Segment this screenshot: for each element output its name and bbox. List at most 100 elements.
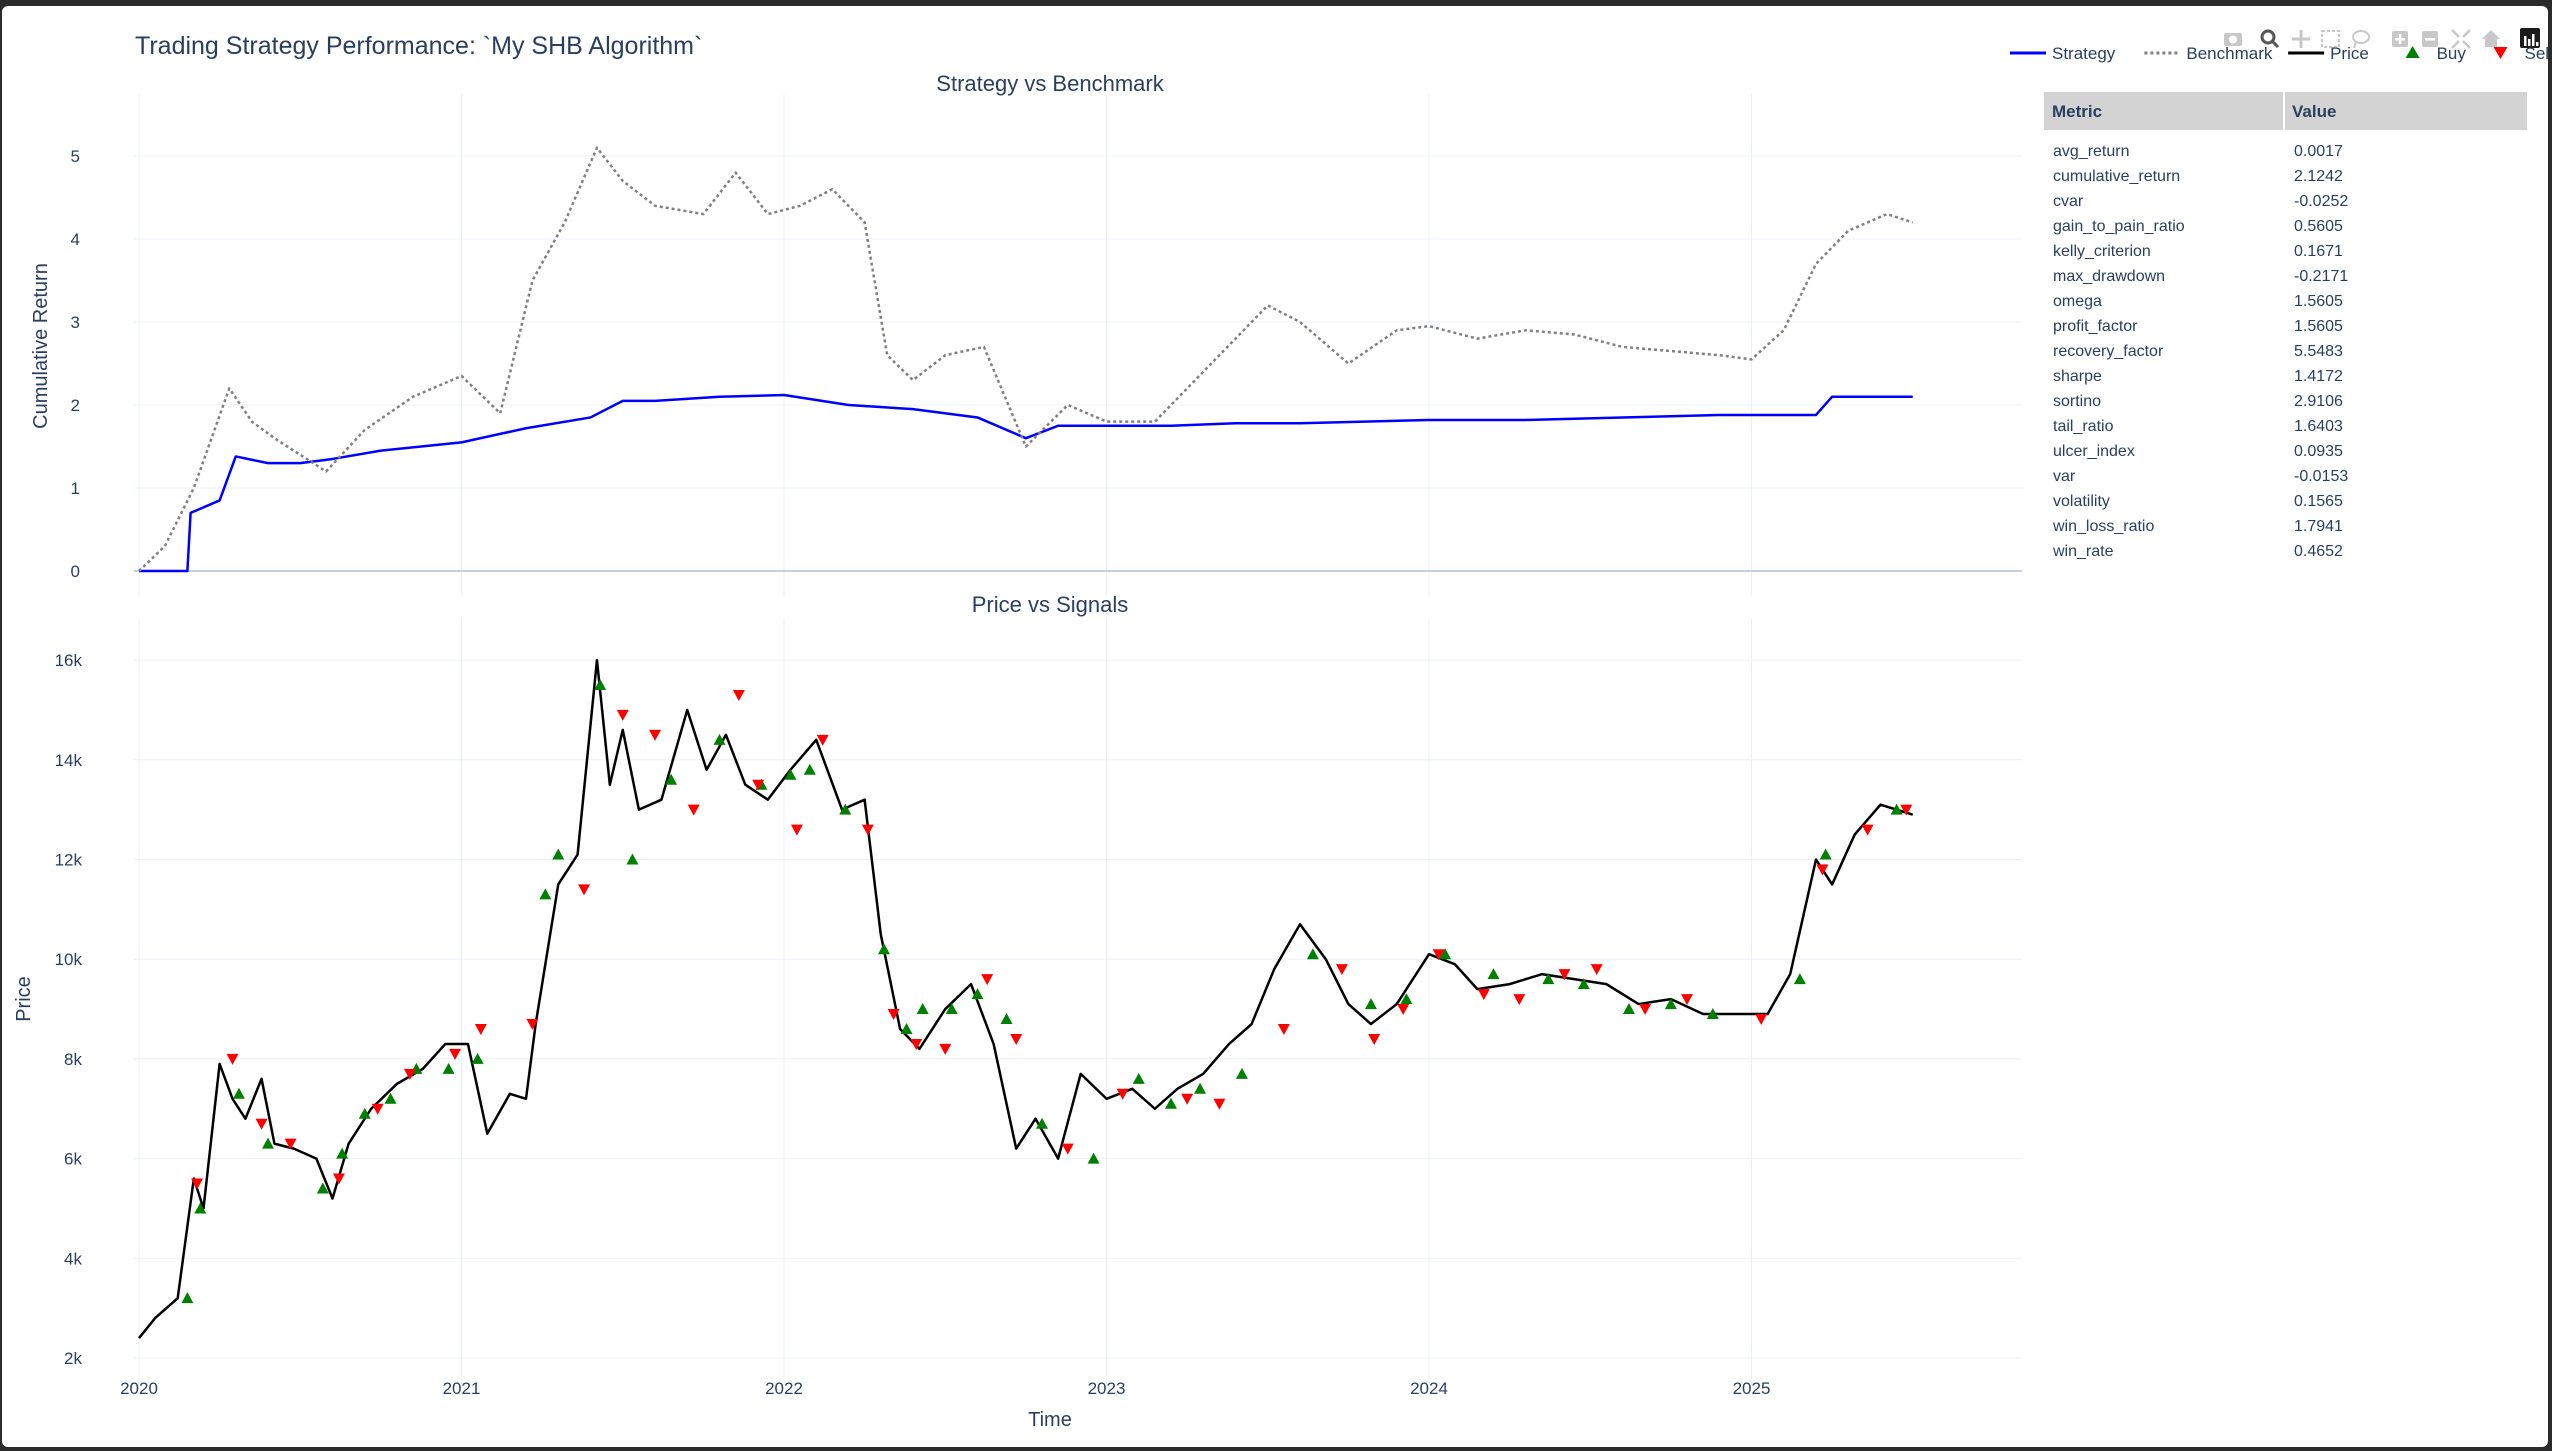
legend-label: Sell [2525, 44, 2549, 63]
metric-name: recovery_factor [2053, 343, 2164, 360]
metric-value: 1.5605 [2294, 318, 2343, 335]
table-row: tail_ratio 1.6403 [2053, 418, 2343, 435]
box-select-icon[interactable] [2321, 30, 2340, 48]
y-tick-label: 16k [55, 651, 83, 670]
subplot-title-price: Price vs Signals [972, 592, 1129, 617]
legend: Strategy Benchmark Price Buy Sell [2010, 44, 2548, 63]
y-tick-label: 0 [71, 562, 80, 581]
metric-value: 0.1565 [2294, 493, 2343, 510]
metric-value: 1.7941 [2294, 518, 2343, 535]
sell-signal-marker [526, 1019, 539, 1031]
sell-signal-marker [284, 1138, 297, 1150]
table-row: kelly_criterion 0.1671 [2053, 243, 2343, 260]
y-axis-title: Cumulative Return [30, 263, 52, 429]
sell-signal-marker [1116, 1088, 1129, 1100]
buy-signal-marker [384, 1092, 397, 1104]
table-row: avg_return 0.0017 [2053, 143, 2343, 160]
table-row: profit_factor 1.5605 [2053, 318, 2343, 335]
buy-signal-marker [1087, 1152, 1100, 1164]
buy-signal-marker [358, 1107, 371, 1119]
metric-name: ulcer_index [2053, 443, 2135, 460]
buy-signal-marker [1000, 1013, 1013, 1025]
metric-value: 0.4652 [2294, 543, 2343, 560]
sell-signal-marker [371, 1103, 384, 1115]
sell-signal-marker [332, 1173, 345, 1185]
buy-signal-marker [1622, 1003, 1635, 1015]
x-tick-label: 2025 [1733, 1379, 1771, 1398]
buy-signal-marker [552, 848, 565, 860]
sell-signal-marker [1477, 989, 1490, 1001]
legend-item-strategy[interactable]: Strategy [2010, 44, 2116, 63]
buy-signal-marker [1577, 978, 1590, 990]
metrics-table: Metric Value avg_return 0.0017 cumulative_re… [2044, 92, 2527, 560]
metric-name: cumulative_return [2053, 168, 2180, 185]
y-tick-label: 10k [55, 950, 83, 969]
x-tick-label: 2024 [1410, 1379, 1448, 1398]
reset-axes-icon[interactable] [2482, 30, 2500, 47]
zoom-icon[interactable] [2260, 29, 2280, 49]
x-tick-label: 2020 [120, 1379, 158, 1398]
metric-value: 2.1242 [2294, 168, 2343, 185]
sell-signal-marker [403, 1068, 416, 1080]
sell-signal-marker [1816, 864, 1829, 876]
sell-signal-marker [887, 1009, 900, 1021]
price-vs-signals-chart: 2020 2021 2022 2023 2024 2025 2k 4k 6k 8k 10k 12k 14… [13, 592, 2022, 1431]
sell-signal-marker [1590, 964, 1603, 976]
metric-name: var [2053, 468, 2076, 485]
y-tick-label: 5 [71, 147, 80, 166]
pan-icon[interactable] [2292, 30, 2310, 48]
table-row: recovery_factor 5.5483 [2053, 343, 2343, 360]
table-row: win_loss_ratio 1.7941 [2052, 518, 2343, 535]
buy-signal-marker [1706, 1008, 1719, 1020]
sell-signal-marker [816, 734, 829, 746]
metric-value: 0.0935 [2294, 443, 2343, 460]
metric-name: volatility [2053, 493, 2110, 510]
metric-name: gain_to_pain_ratio [2053, 218, 2185, 235]
metric-name: max_drawdown [2053, 268, 2165, 285]
zoom-in-icon[interactable] [2392, 31, 2408, 47]
sell-signal-marker [1181, 1093, 1194, 1105]
buy-signal-marker [1306, 948, 1319, 960]
metric-name: profit_factor [2053, 318, 2138, 335]
buy-signal-marker [262, 1137, 274, 1149]
metric-value: -0.0252 [2294, 193, 2348, 210]
zoom-out-icon[interactable] [2422, 31, 2438, 47]
sell-signal-marker [687, 804, 700, 816]
sell-signal-marker [1213, 1098, 1226, 1110]
legend-item-benchmark[interactable]: Benchmark [2144, 44, 2273, 63]
buy-signal-marker [181, 1292, 194, 1304]
sell-signal-marker [616, 709, 629, 721]
metric-name: sharpe [2053, 368, 2102, 385]
autoscale-icon[interactable] [2451, 29, 2471, 49]
sell-signal-marker [752, 779, 765, 791]
lasso-select-icon[interactable] [2352, 30, 2370, 49]
legend-label: Buy [2437, 44, 2467, 63]
plotly-logo-icon[interactable] [2520, 28, 2540, 48]
buy-signal-marker [784, 768, 797, 780]
buy-signal-marker [594, 679, 607, 691]
legend-item-price[interactable]: Price [2288, 44, 2369, 63]
y-tick-label: 2 [71, 396, 80, 415]
metric-value: 5.5483 [2294, 343, 2343, 360]
metric-name: win_rate [2052, 543, 2114, 560]
buy-signal-marker [916, 1003, 929, 1015]
legend-item-sell[interactable]: Sell [2493, 44, 2549, 63]
x-tick-label: 2021 [443, 1379, 481, 1398]
metric-value: 1.6403 [2294, 418, 2343, 435]
metric-value: 1.5605 [2294, 293, 2343, 310]
y-tick-label: 4k [64, 1249, 82, 1268]
table-row: max_drawdown -0.2171 [2053, 268, 2348, 285]
buy-signal-marker [1036, 1117, 1048, 1129]
sell-signal-marker [449, 1048, 462, 1060]
table-row: cvar -0.0252 [2053, 193, 2348, 210]
sell-signal-marker [1277, 1023, 1290, 1035]
y-tick-label: 12k [55, 851, 83, 870]
y-tick-label: 6k [64, 1150, 82, 1169]
sell-signal-marker [255, 1118, 268, 1130]
legend-item-buy[interactable]: Buy [2405, 44, 2467, 63]
buy-signal-marker [336, 1147, 349, 1159]
legend-label: Strategy [2052, 44, 2116, 63]
series-line-price [138, 658, 1914, 1339]
camera-icon[interactable] [2224, 33, 2242, 46]
buy-signal-marker [1439, 948, 1452, 960]
